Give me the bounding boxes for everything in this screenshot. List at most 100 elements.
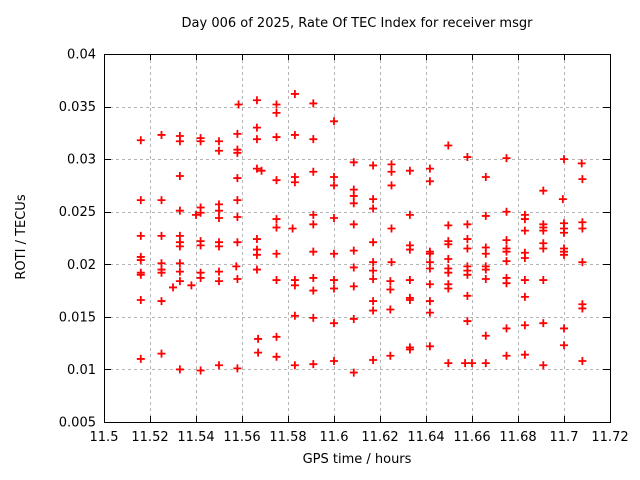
data-point [175, 206, 184, 215]
data-point [560, 250, 568, 259]
data-point [272, 352, 281, 361]
data-point [272, 108, 281, 117]
plot-border [104, 54, 611, 423]
data-point [330, 319, 338, 328]
data-point [215, 361, 223, 370]
data-point [252, 135, 261, 144]
data-point [468, 359, 476, 368]
data-point [578, 175, 587, 184]
x-tick-label: 11.64 [407, 430, 444, 445]
data-point [232, 262, 241, 271]
data-point [369, 161, 378, 170]
data-point [405, 296, 414, 305]
data-point [577, 159, 586, 168]
data-point [309, 210, 318, 219]
data-point [539, 319, 548, 328]
y-tick-label: 0.02 [67, 258, 96, 273]
y-tick-label: 0.01 [67, 363, 96, 378]
data-point [520, 215, 529, 224]
chart-title: Day 006 of 2025, Rate Of TEC Index for r… [181, 16, 533, 31]
data-point [349, 191, 358, 200]
data-point [330, 276, 338, 285]
data-point [425, 264, 434, 273]
data-point [290, 281, 299, 290]
data-point [425, 342, 434, 351]
data-point [215, 146, 223, 155]
y-tick-label: 0.035 [59, 100, 96, 115]
data-point [481, 331, 490, 340]
data-point [252, 96, 261, 105]
data-point [463, 220, 472, 229]
data-point [330, 181, 338, 190]
data-point [481, 359, 490, 368]
x-axis-label: GPS time / hours [302, 452, 412, 467]
data-point [520, 276, 529, 285]
data-point [578, 258, 587, 267]
data-point [425, 249, 434, 258]
data-point [520, 292, 529, 301]
data-point [349, 158, 358, 167]
data-point [272, 100, 281, 109]
data-point [136, 136, 145, 145]
data-point [386, 351, 395, 360]
data-point [272, 276, 281, 285]
y-tick-label: 0.04 [67, 48, 96, 63]
y-tick-label: 0.025 [59, 205, 96, 220]
data-point [463, 317, 472, 326]
data-point [252, 235, 261, 244]
data-point [272, 332, 281, 341]
data-point [290, 178, 299, 187]
data-point [175, 171, 184, 180]
y-tick-label: 0.03 [67, 153, 96, 168]
data-point [444, 359, 453, 368]
data-point [233, 174, 242, 183]
data-point [578, 224, 587, 233]
data-point [290, 311, 299, 320]
data-point [309, 247, 318, 256]
data-point [463, 153, 472, 162]
data-point [252, 250, 261, 259]
data-point [272, 176, 281, 185]
data-point [539, 226, 548, 235]
data-point [257, 166, 266, 175]
data-point [386, 285, 395, 294]
data-point [425, 308, 434, 317]
data-point [539, 361, 548, 370]
data-point [369, 238, 378, 247]
data-point [387, 224, 396, 233]
data-point [444, 141, 453, 150]
data-point [157, 349, 166, 358]
data-point [290, 361, 299, 370]
data-point [330, 249, 338, 258]
data-point [309, 273, 318, 282]
data-point [175, 267, 184, 276]
data-point [196, 366, 205, 375]
y-tick-label: 0.015 [59, 310, 96, 325]
data-point [539, 276, 548, 285]
data-point [578, 357, 587, 366]
data-point [309, 286, 318, 295]
data-point [502, 351, 511, 360]
data-point [386, 277, 395, 286]
data-point [272, 133, 281, 142]
x-tick-label: 11.56 [223, 430, 260, 445]
data-point [560, 324, 568, 333]
data-point [369, 266, 378, 275]
data-point [444, 255, 453, 264]
data-point [157, 231, 166, 240]
data-point [309, 99, 318, 108]
data-point [252, 164, 261, 173]
data-point [288, 224, 297, 233]
data-point [349, 246, 358, 255]
data-point [290, 130, 299, 139]
data-point [169, 283, 177, 292]
data-point [175, 259, 184, 268]
x-tick-label: 11.6 [320, 430, 349, 445]
data-point [502, 279, 511, 288]
data-point [233, 212, 242, 221]
data-point [463, 244, 472, 253]
data-point [520, 350, 529, 359]
data-point [405, 245, 414, 254]
data-point [215, 267, 223, 276]
